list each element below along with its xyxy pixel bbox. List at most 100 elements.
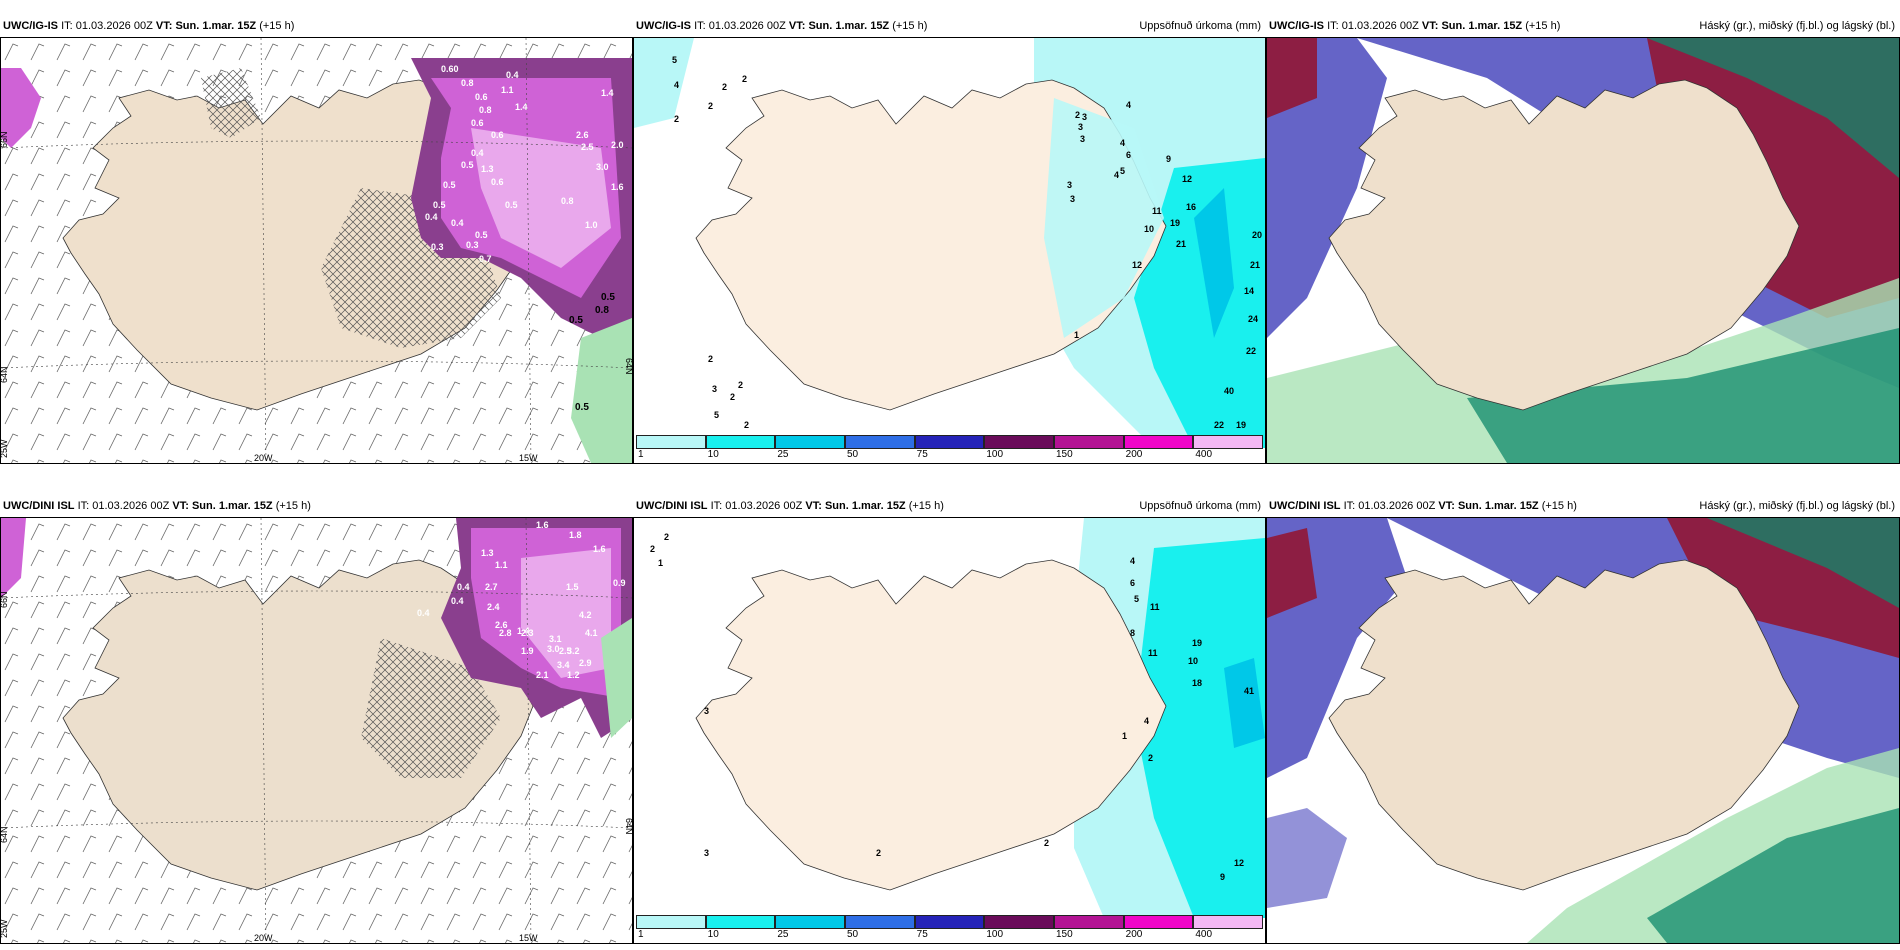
lat-label-64n-right: 64N: [624, 358, 632, 375]
panel-header: UWC/IG-IS IT: 01.03.2026 00Z VT: Sun. 1.…: [636, 20, 1261, 32]
precip-value: 2.9: [579, 658, 592, 668]
precip-value: 0.5: [575, 402, 589, 413]
panel-title: Uppsöfnuð úrkoma (mm): [1139, 500, 1261, 512]
colorbar-swatch: [1193, 915, 1263, 929]
model-name: UWC/IG-IS: [636, 20, 691, 32]
model-name: UWC/DINI ISL: [3, 500, 75, 512]
precip-value: 21: [1250, 260, 1260, 270]
colorbar-swatch: [914, 915, 985, 929]
init-time: 01.03.2026 00Z: [725, 500, 803, 512]
map-canvas: 0.40.600.80.41.40.61.10.80.61.40.60.42.6…: [1, 38, 632, 463]
precip-value: 21: [1176, 239, 1186, 249]
panel-header: UWC/IG-IS IT: 01.03.2026 00Z VT: Sun. 1.…: [3, 20, 295, 32]
model-name: UWC/DINI ISL: [636, 500, 708, 512]
precip-value: 0.6: [491, 130, 504, 140]
precip-value: 2.6: [495, 620, 508, 630]
colorbar-label: 400: [1195, 929, 1213, 940]
precip-value: 2.4: [487, 602, 500, 612]
precip-value: 0.3: [466, 240, 479, 250]
precip-value: 0.5: [505, 200, 518, 210]
panel-header: UWC/DINI ISL IT: 01.03.2026 00Z VT: Sun.…: [3, 500, 311, 512]
colorbar-label: 100: [986, 929, 1004, 940]
precip-value: 0.7: [479, 254, 492, 264]
colorbar-swatch: [775, 915, 845, 929]
precip-value: 1.1: [495, 560, 508, 570]
precip-value: 1.3: [481, 164, 494, 174]
precip-value: 20: [1252, 230, 1262, 240]
precip-values: 0.40.600.80.41.40.61.10.80.61.40.60.42.6…: [425, 38, 624, 413]
map-panel-dini-precip: UWC/DINI ISL IT: 01.03.2026 00Z VT: Sun.…: [633, 500, 1266, 944]
precip-value: 3: [704, 706, 709, 716]
precip-value: 1.5: [566, 582, 579, 592]
precip-value: 2.5: [559, 646, 572, 656]
colorbar-swatch: [636, 915, 706, 929]
precip-value: 3.0: [547, 644, 560, 654]
precip-value: 4: [1114, 170, 1119, 180]
model-name: UWC/IG-IS: [1269, 20, 1324, 32]
precip-value: 0.60: [441, 64, 459, 74]
colorbar-label: 200: [1125, 929, 1143, 940]
precip-value: 40: [1224, 386, 1234, 396]
precip-value: 1.0: [585, 220, 598, 230]
precip-value: 2: [664, 532, 669, 542]
precip-value: 0.8: [461, 78, 474, 88]
precip-value: 2: [730, 392, 735, 402]
precip-value: 0.9: [613, 578, 626, 588]
colorbar-label: 200: [1125, 449, 1143, 460]
precip-value: 16: [1186, 202, 1196, 212]
precip-value: 1: [1122, 731, 1127, 741]
panel-header: UWC/IG-IS IT: 01.03.2026 00Z VT: Sun. 1.…: [1269, 20, 1895, 32]
valid-time: Sun. 1.mar. 15Z: [1457, 500, 1539, 512]
lat-label-64n-right: 64N: [624, 818, 632, 835]
colorbar-swatch: [984, 915, 1054, 929]
iceland-land: [695, 79, 1167, 411]
init-time: 01.03.2026 00Z: [708, 20, 786, 32]
precip-value: 0.5: [443, 180, 456, 190]
map-canvas: 1.11.61.81.31.11.60.40.42.7 1.52.40.42.61…: [1, 518, 632, 943]
colorbar-label: 400: [1195, 449, 1213, 460]
map-canvas: [1267, 518, 1899, 943]
lead-time: (+15 h): [1541, 500, 1577, 512]
lead-time: (+15 h): [1525, 20, 1561, 32]
colorbar-label: 50: [847, 449, 859, 460]
panel-header: UWC/DINI ISL IT: 01.03.2026 00Z VT: Sun.…: [1269, 500, 1895, 512]
init-time: 01.03.2026 00Z: [92, 500, 170, 512]
precip-value: 1.2: [567, 670, 580, 680]
precip-value: 3: [1078, 122, 1083, 132]
iceland-land: [1328, 79, 1800, 411]
precip-value: 2: [708, 101, 713, 111]
precip-value: 3: [1080, 134, 1085, 144]
model-name: UWC/IG-IS: [3, 20, 58, 32]
init-time: 01.03.2026 00Z: [1358, 500, 1436, 512]
precip-value: 2: [744, 420, 749, 430]
precip-value: 41: [1244, 686, 1254, 696]
precip-value: 0.5: [461, 160, 474, 170]
panel-title: Uppsöfnuð úrkoma (mm): [1139, 20, 1261, 32]
panel-title: Háský (gr.), miðský (fj.bl.) og lágský (…: [1699, 20, 1895, 32]
precip-value: 2.5: [581, 142, 594, 152]
precip-value: 2.3: [521, 628, 534, 638]
colorbar-label: 75: [916, 929, 928, 940]
colorbar-label: 1: [638, 929, 644, 940]
lat-label-64n-left: 64N: [1, 366, 9, 383]
iceland-land: [695, 559, 1167, 891]
precip-value: 2.6: [576, 130, 589, 140]
model-name: UWC/DINI ISL: [1269, 500, 1341, 512]
precip-value: 0.3: [431, 242, 444, 252]
colorbar: 1 10 25 50 75 100 150 200 400: [636, 435, 1263, 461]
precip-value: 19: [1170, 218, 1180, 228]
colorbar-label: 1: [638, 449, 644, 460]
precip-value: 1: [658, 558, 663, 568]
panel-header: UWC/DINI ISL IT: 01.03.2026 00Z VT: Sun.…: [636, 500, 1261, 512]
colorbar-swatch: [705, 915, 776, 929]
precip-value: 0.5: [601, 292, 615, 303]
panel-title: Háský (gr.), miðský (fj.bl.) og lágský (…: [1699, 500, 1895, 512]
precip-value: 12: [1132, 260, 1142, 270]
colorbar-label: 150: [1056, 449, 1073, 460]
valid-time: Sun. 1.mar. 15Z: [175, 20, 257, 32]
precip-value: 11: [1148, 648, 1158, 658]
valid-time: Sun. 1.mar. 15Z: [824, 500, 906, 512]
precip-value: 0.8: [561, 196, 574, 206]
precip-value: 18: [1192, 678, 1202, 688]
